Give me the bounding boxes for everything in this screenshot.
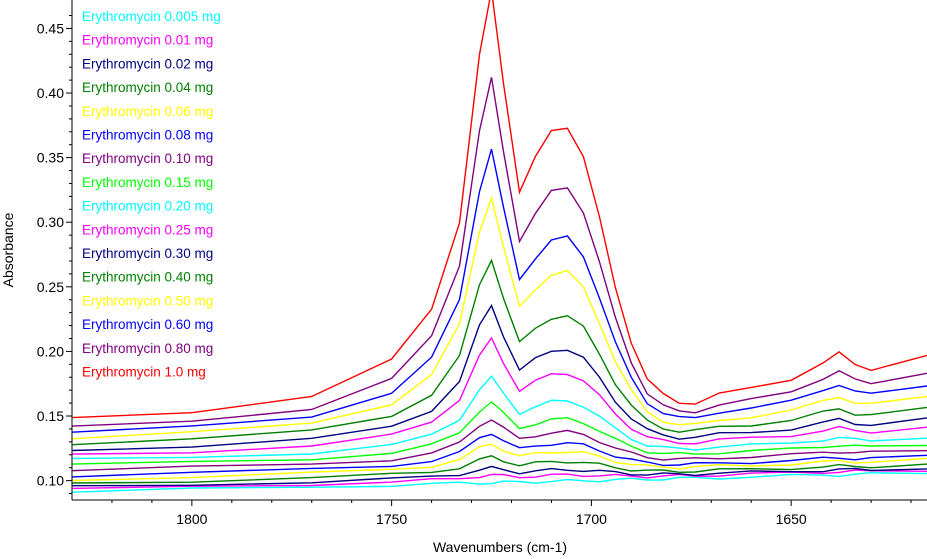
legend-entry: Erythromycin 0.06 mg	[82, 104, 213, 119]
legend-entry: Erythromycin 0.60 mg	[82, 317, 213, 332]
series-line-9	[71, 374, 927, 460]
series-line-12	[71, 258, 927, 446]
series-line-10	[71, 336, 927, 455]
x-tick-label: 1750	[376, 511, 407, 527]
legend-entry: Erythromycin 0.80 mg	[82, 341, 213, 356]
y-tick-label: 0.30	[37, 214, 64, 230]
series-line-5	[71, 443, 927, 482]
series-line-14	[71, 148, 927, 433]
y-tick-label: 0.45	[37, 20, 64, 36]
y-tick-label: 0.35	[37, 150, 64, 166]
series-line-13	[71, 195, 927, 440]
legend-entry: Erythromycin 0.30 mg	[82, 246, 213, 261]
legend-entry: Erythromycin 0.04 mg	[82, 80, 213, 95]
legend-entry: Erythromycin 0.25 mg	[82, 222, 213, 237]
axes: 0.10 0.15 0.20 0.25 0.30 0.35 0.40 0.45 1800 1750…	[37, 0, 927, 527]
series-lines	[71, 0, 927, 493]
x-axis-title: Wavenumbers (cm-1)	[433, 539, 567, 555]
legend-entry: Erythromycin 0.005 mg	[82, 9, 221, 24]
legend-entry: Erythromycin 0.50 mg	[82, 293, 213, 308]
legend-entry: Erythromycin 0.02 mg	[82, 56, 213, 71]
legend-entry: Erythromycin 0.10 mg	[82, 151, 213, 166]
y-tick-label: 0.15	[37, 408, 64, 424]
series-line-8	[71, 400, 927, 465]
legend-entry: Erythromycin 0.01 mg	[82, 33, 213, 48]
x-tick-label: 1700	[576, 511, 607, 527]
y-tick-label: 0.20	[37, 343, 64, 359]
series-line-6	[71, 433, 927, 478]
series-line-7	[71, 419, 927, 472]
y-tick-label: 0.25	[37, 279, 64, 295]
legend: Erythromycin 0.005 mg Erythromycin 0.01 m…	[82, 9, 221, 380]
legend-entry: Erythromycin 0.15 mg	[82, 175, 213, 190]
y-axis-title: Absorbance	[0, 212, 16, 287]
series-line-11	[71, 304, 927, 452]
series-line-3	[71, 465, 927, 487]
series-line-2	[71, 469, 927, 490]
legend-entry: Erythromycin 0.08 mg	[82, 128, 213, 143]
y-tick-label: 0.10	[37, 473, 64, 489]
legend-entry: Erythromycin 0.40 mg	[82, 270, 213, 285]
legend-entry: Erythromycin 0.20 mg	[82, 199, 213, 214]
series-line-1	[71, 471, 927, 493]
y-tick-label: 0.40	[37, 85, 64, 101]
x-tick-label: 1650	[776, 511, 807, 527]
legend-entry: Erythromycin 1.0 mg	[82, 365, 206, 380]
series-line-15	[71, 77, 927, 427]
series-line-4	[71, 455, 927, 484]
series-line-16	[71, 0, 927, 419]
x-tick-label: 1800	[176, 511, 207, 527]
